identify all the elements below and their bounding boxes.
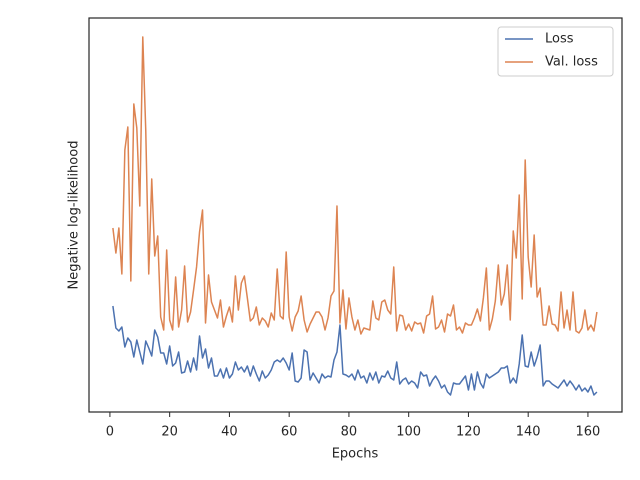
x-tick-label: 20 <box>161 425 178 440</box>
line-series <box>112 305 598 396</box>
x-tick-label: 120 <box>456 425 481 440</box>
x-tick-label: 160 <box>576 425 601 440</box>
x-tick-label: 100 <box>396 425 421 440</box>
legend-label: Val. loss <box>545 55 598 70</box>
x-tick-label: 0 <box>106 425 114 440</box>
line-series <box>112 36 598 335</box>
x-tick-label: 60 <box>281 425 298 440</box>
legend-label: Loss <box>545 32 574 47</box>
y-axis-label: Negative log-likelihood <box>67 141 82 290</box>
x-tick-label: 80 <box>341 425 358 440</box>
x-axis-label: Epochs <box>332 447 379 462</box>
plot-frame <box>88 17 623 413</box>
x-tick-label: 140 <box>516 425 541 440</box>
x-tick-label: 40 <box>221 425 238 440</box>
